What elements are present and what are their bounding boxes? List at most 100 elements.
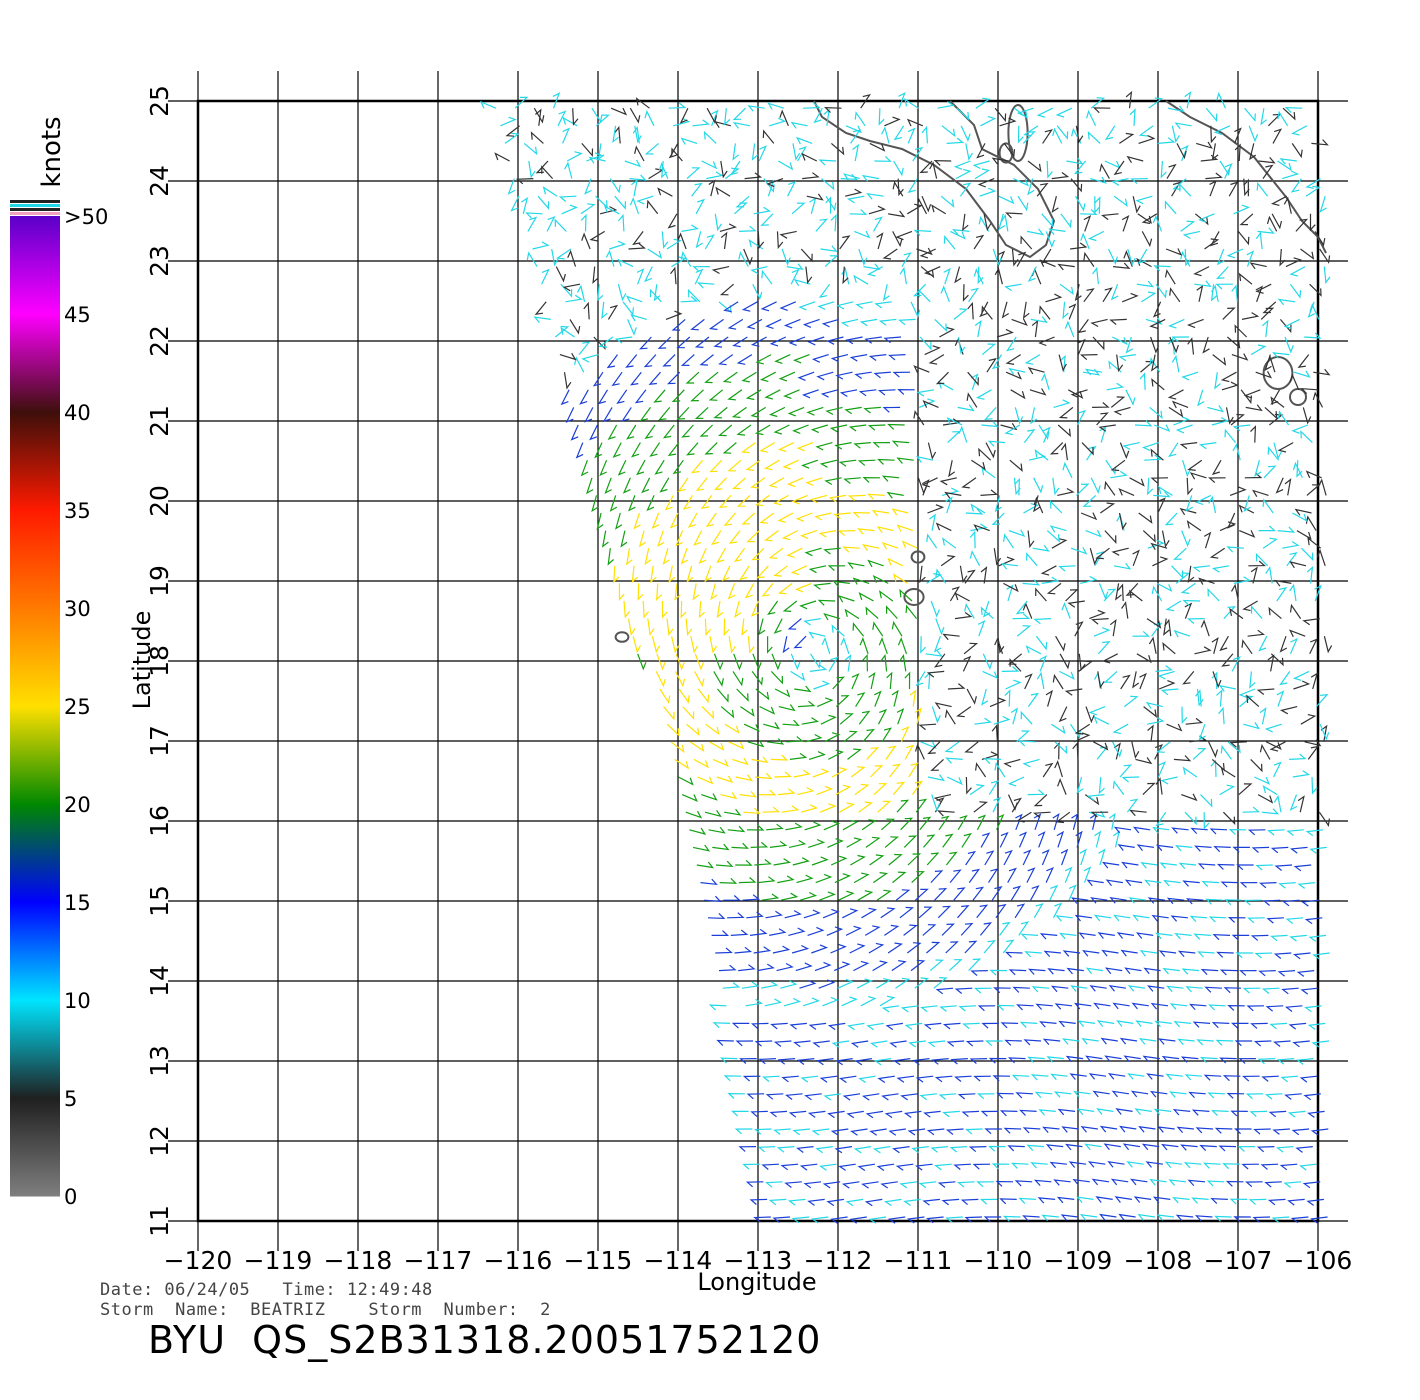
wind-barb <box>865 836 881 848</box>
wind-barb <box>1275 477 1284 494</box>
wind-barb <box>1205 172 1223 180</box>
wind-barb <box>752 283 763 301</box>
wind-barb <box>868 354 887 361</box>
wind-barb <box>934 318 947 332</box>
wind-barb <box>930 870 944 884</box>
wind-barb <box>974 717 992 725</box>
wind-barb <box>1224 899 1242 906</box>
wind-barb <box>1030 316 1048 324</box>
wind-barb <box>982 670 999 680</box>
wind-barb <box>898 318 916 326</box>
wind-barb <box>950 230 966 240</box>
wind-barb <box>644 109 655 127</box>
wind-barb <box>527 216 538 232</box>
wind-barb <box>757 231 765 249</box>
wind-barb <box>970 503 986 514</box>
legend-stripe <box>10 208 60 211</box>
wind-barb <box>1232 846 1250 853</box>
wind-barb <box>1224 428 1237 443</box>
wind-barb <box>1310 1216 1328 1224</box>
wind-barb <box>1284 336 1294 354</box>
wind-barb <box>780 892 799 901</box>
wind-barb <box>914 977 930 989</box>
wind-barb <box>1030 1074 1049 1081</box>
wind-barb <box>1077 319 1089 334</box>
wind-barb <box>806 406 824 416</box>
wind-barb <box>1166 163 1177 179</box>
wind-barb <box>733 653 743 671</box>
wind-barb <box>783 389 800 399</box>
wind-barb <box>739 1058 757 1064</box>
wind-barb <box>979 922 993 936</box>
wind-barb <box>1143 967 1161 975</box>
wind-barb <box>1248 125 1259 143</box>
wind-barb <box>515 178 534 185</box>
wind-barb <box>818 1163 837 1171</box>
wind-barb <box>1245 404 1263 412</box>
wind-barb <box>1094 550 1105 567</box>
wind-barb <box>722 982 741 989</box>
wind-barb <box>1255 371 1273 379</box>
wind-barb <box>799 979 817 989</box>
wind-barb <box>1041 576 1060 584</box>
wind-barb <box>1262 301 1277 314</box>
wind-barb <box>976 814 987 831</box>
wind-barb <box>927 504 945 514</box>
wind-barb <box>1195 1127 1214 1134</box>
wind-barb <box>1154 743 1164 760</box>
wind-barb <box>1041 1214 1059 1222</box>
wind-barb <box>819 891 836 901</box>
wind-barb <box>847 494 866 501</box>
wind-barb <box>974 319 982 338</box>
wind-barb <box>1297 882 1315 889</box>
wind-barb <box>1194 1215 1213 1222</box>
wind-barb <box>790 565 808 576</box>
wind-barb <box>680 547 689 565</box>
wind-barb <box>1104 125 1116 141</box>
wind-barb <box>614 336 633 344</box>
wind-barb <box>874 690 882 707</box>
wind-barb <box>1003 533 1015 549</box>
wind-barb <box>533 107 545 124</box>
wind-barb <box>738 251 749 267</box>
wind-barb <box>780 980 798 989</box>
wind-barb <box>903 98 919 109</box>
wind-barb <box>920 636 927 654</box>
wind-barb <box>1229 1198 1248 1205</box>
wind-barb <box>967 371 979 386</box>
wind-barb <box>589 424 598 441</box>
wind-barb <box>839 389 858 398</box>
wind-barb <box>1213 846 1231 853</box>
wind-barb <box>1239 970 1257 976</box>
wind-barb <box>883 1198 902 1207</box>
wind-barb <box>697 688 710 704</box>
wind-barb <box>1145 701 1163 709</box>
wind-barb <box>954 592 970 602</box>
wind-barb <box>885 1022 903 1031</box>
wind-barb <box>1156 582 1173 593</box>
wind-barb <box>1071 812 1079 830</box>
wind-barb <box>984 1128 1002 1135</box>
wind-barb <box>1198 213 1215 223</box>
wind-barb <box>1206 1180 1225 1187</box>
wind-barb <box>594 442 603 459</box>
wind-barb <box>854 1058 872 1066</box>
wind-barb <box>697 776 714 785</box>
wind-barb <box>847 562 865 569</box>
wind-barb <box>981 420 999 428</box>
wind-barb <box>716 775 734 784</box>
wind-barb <box>1099 1213 1117 1221</box>
wind-barb <box>830 354 849 363</box>
wind-barb <box>781 530 798 541</box>
wind-barb <box>1089 609 1106 620</box>
wind-barb <box>1070 547 1088 555</box>
wind-barb <box>641 477 651 494</box>
wind-barb <box>893 125 905 141</box>
wind-barb <box>818 979 836 989</box>
wind-barb <box>1173 1020 1191 1028</box>
wind-barb <box>697 282 715 289</box>
x-tick-label: −106 <box>1284 1246 1353 1275</box>
wind-barb <box>1087 230 1105 242</box>
wind-barb <box>738 877 757 884</box>
wind-barb <box>973 987 992 994</box>
